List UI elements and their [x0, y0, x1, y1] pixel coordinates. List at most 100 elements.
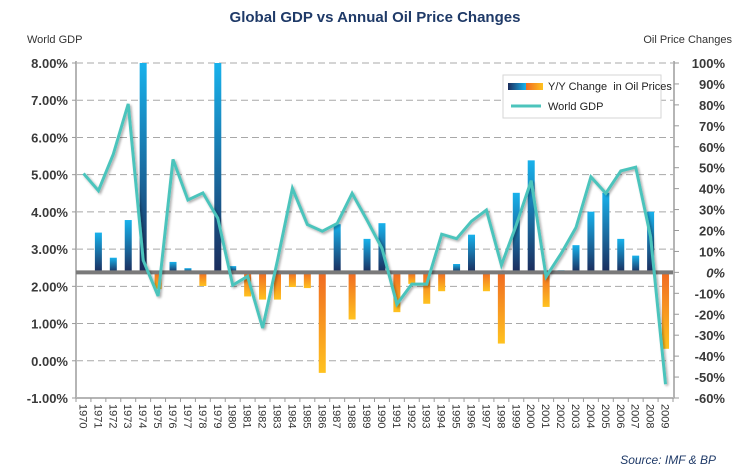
x-tick-label: 1971: [91, 404, 103, 428]
right-tick-label: -60%: [695, 391, 726, 406]
oil-bar-1995: [453, 264, 461, 273]
right-tick-label: -50%: [695, 370, 726, 385]
x-tick-label: 1983: [270, 404, 282, 428]
legend: Y/Y Change in Oil Prices World GDP: [502, 74, 672, 119]
x-tick-label: 2007: [629, 404, 641, 428]
right-tick-label: -30%: [695, 328, 726, 343]
oil-bar-2001: [542, 272, 550, 307]
oil-bar-1991: [393, 272, 401, 313]
x-tick-label: 2003: [569, 404, 581, 428]
left-tick-label: -1.00%: [27, 391, 69, 406]
x-tick-label: 1996: [465, 404, 477, 428]
chart-title: Global GDP vs Annual Oil Price Changes: [230, 9, 521, 26]
x-tick-label: 1994: [435, 404, 447, 428]
x-tick-label: 1975: [151, 404, 163, 428]
oil-bar-1993: [423, 272, 431, 304]
x-tick-label: 1978: [196, 404, 208, 428]
x-tick-label: 2000: [524, 404, 536, 428]
x-tick-label: 1981: [241, 404, 253, 428]
oil-bar-2004: [587, 211, 595, 273]
oil-bar-2000: [527, 160, 535, 273]
oil-bar-1980: [229, 266, 237, 273]
source-note: Source: IMF & BP: [620, 453, 716, 467]
oil-bar-1982: [259, 272, 267, 300]
right-tick-label: -40%: [695, 349, 726, 364]
oil-bar-1971: [94, 232, 102, 273]
oil-bar-1985: [303, 272, 311, 289]
right-tick-label: 0%: [706, 265, 725, 280]
x-tick-label: 1974: [136, 404, 148, 428]
x-tick-label: 2002: [554, 404, 566, 428]
x-tick-label: 1970: [76, 404, 88, 428]
right-tick-label: 80%: [699, 98, 725, 113]
oil-bar-1984: [288, 272, 296, 288]
x-tick-label: 2009: [659, 404, 671, 428]
x-tick-label: 1982: [256, 404, 268, 428]
oil-bar-1977: [184, 268, 192, 273]
legend-label-oil: Y/Y Change in Oil Prices: [548, 81, 672, 93]
legend-label-gdp: World GDP: [548, 101, 603, 113]
oil-bar-1973: [124, 220, 132, 273]
x-tick-label: 1986: [315, 404, 327, 428]
oil-bar-1996: [468, 234, 476, 273]
x-tick-label: 1980: [226, 404, 238, 428]
gdp-line: [82, 103, 667, 385]
right-tick-label: -20%: [695, 307, 726, 322]
left-axis: 8.00% 7.00% 6.00% 5.00% 4.00% 3.00% 2.00% 1.00%…: [27, 56, 77, 406]
x-tick-label: 1999: [509, 404, 521, 428]
right-tick-label: 70%: [699, 119, 725, 134]
right-tick-label: 100%: [692, 56, 726, 71]
right-tick-label: -10%: [695, 286, 726, 301]
x-tick-label: 1992: [405, 404, 417, 428]
left-axis-title: World GDP: [27, 34, 82, 46]
left-tick-label: 2.00%: [31, 279, 68, 294]
left-tick-label: 0.00%: [31, 354, 68, 369]
right-tick-label: 10%: [699, 244, 725, 259]
x-tick-label: 2006: [614, 404, 626, 428]
right-axis-title: Oil Price Changes: [643, 34, 732, 46]
right-tick-label: 50%: [699, 161, 725, 176]
gridlines: [76, 62, 673, 362]
x-tick-label: 2004: [584, 404, 596, 428]
x-axis: 1970 1971 1972 1973 1974 1975 1976 1977 1978 1979…: [75, 397, 674, 428]
oil-bar-1972: [109, 257, 117, 273]
x-tick-label: 2008: [644, 404, 656, 428]
x-tick-label: 1993: [420, 404, 432, 428]
oil-bar-1988: [348, 272, 356, 320]
x-tick-label: 2001: [539, 404, 551, 428]
oil-bar-1979: [214, 63, 222, 273]
oil-bar-1992: [408, 272, 416, 284]
oil-bar-2006: [617, 238, 625, 273]
legend-swatch-oil-negative: [526, 83, 543, 90]
right-tick-label: 20%: [699, 224, 725, 239]
oil-bar-2003: [572, 245, 580, 273]
x-tick-label: 1990: [375, 404, 387, 428]
oil-bar-1997: [482, 272, 490, 292]
oil-bar-2007: [632, 255, 640, 273]
x-tick-label: 1984: [285, 404, 297, 428]
legend-box: [502, 74, 662, 119]
oil-bar-1987: [333, 224, 341, 273]
left-tick-label: 3.00%: [31, 242, 68, 257]
oil-bar-1974: [139, 63, 147, 273]
x-tick-label: 1985: [300, 404, 312, 428]
oil-bar-1983: [273, 272, 281, 300]
oil-bar-1978: [199, 272, 207, 286]
oil-bar-1999: [512, 192, 520, 273]
oil-bar-2005: [602, 192, 610, 273]
x-tick-label: 1995: [450, 404, 462, 428]
oil-bar-1989: [363, 238, 371, 273]
oil-bar-1981: [244, 272, 252, 297]
left-tick-label: 6.00%: [31, 130, 68, 145]
right-tick-label: 40%: [699, 182, 725, 197]
oil-bar-2009: [662, 272, 670, 349]
oil-bar-1998: [497, 272, 505, 344]
x-tick-label: 2005: [599, 404, 611, 428]
x-tick-label: 1973: [121, 404, 133, 428]
x-tick-label: 1988: [345, 404, 357, 428]
left-tick-label: 8.00%: [31, 56, 68, 71]
right-tick-label: 60%: [699, 140, 725, 155]
right-axis: 100% 90% 80% 70% 60% 50% 40% 30% 20% 10% 0% -10% -20…: [673, 56, 726, 406]
left-tick-label: 5.00%: [31, 168, 68, 183]
